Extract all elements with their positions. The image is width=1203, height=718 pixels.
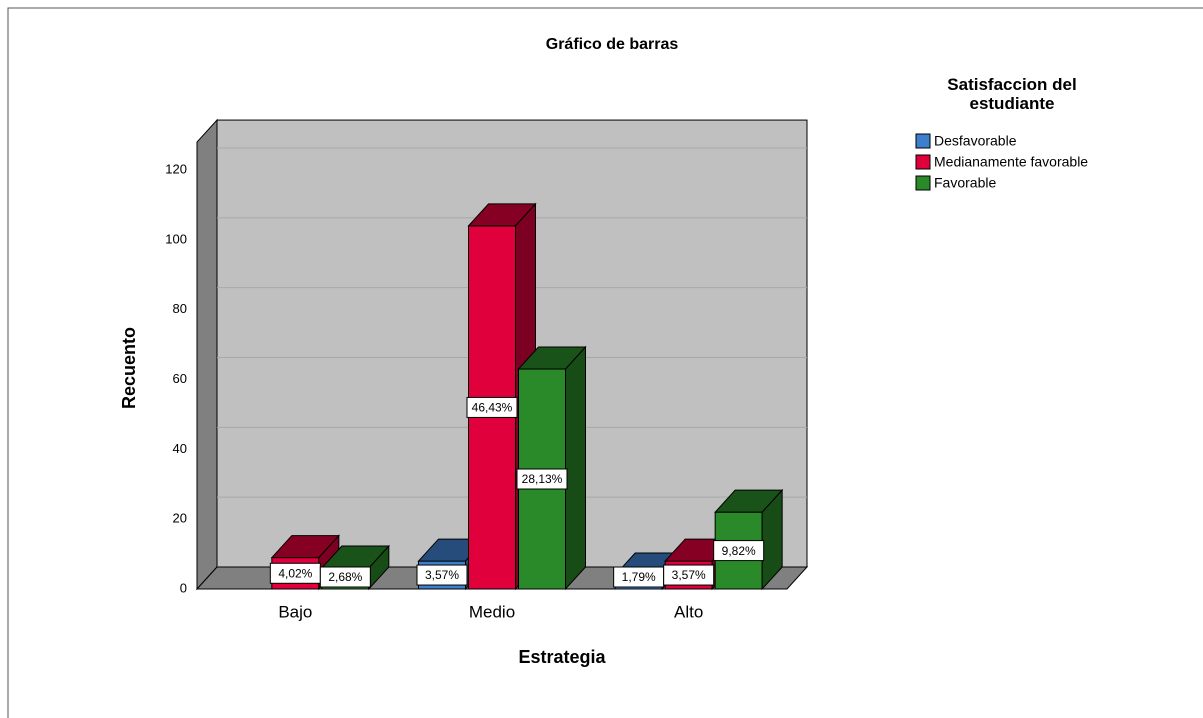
legend-label: Desfavorable (934, 133, 1017, 149)
y-tick-label: 80 (173, 301, 187, 316)
data-label: 9,82% (722, 544, 756, 558)
legend-swatch (915, 175, 931, 191)
data-label: 46,43% (472, 401, 513, 415)
data-label-box (466, 396, 518, 418)
y-tick-label: 20 (173, 511, 187, 526)
legend-label: Favorable (934, 175, 996, 191)
data-label-box (416, 564, 468, 586)
y-axis-title: Recuento (119, 327, 139, 409)
y-tick-label: 60 (173, 371, 187, 386)
y-tick-label: 40 (173, 441, 187, 456)
data-label: 3,57% (672, 568, 706, 582)
chart-title: Gráfico de barras (546, 36, 679, 53)
x-tick-label: Alto (674, 602, 703, 621)
x-tick-label: Medio (469, 602, 515, 621)
bar (714, 488, 784, 591)
data-label: 1,79% (622, 570, 656, 584)
legend-swatch (915, 154, 931, 170)
bar-side (565, 345, 586, 591)
data-label: 2,68% (328, 570, 362, 584)
bar-side (761, 488, 783, 591)
y-tick-label: 0 (180, 580, 187, 595)
x-tick-label: Bajo (278, 602, 312, 621)
y-tick-label: 120 (165, 161, 187, 176)
bar (517, 345, 587, 591)
data-label-box (516, 468, 568, 490)
data-label: 3,57% (425, 568, 459, 582)
data-label-box (713, 540, 765, 562)
left-wall (196, 118, 218, 591)
data-label-box (319, 566, 371, 588)
legend-label: Medianamente favorable (934, 154, 1088, 170)
data-label: 4,02% (278, 566, 312, 580)
y-tick-label: 100 (165, 231, 187, 246)
x-axis-title: Estrategia (518, 647, 606, 667)
data-label: 28,13% (522, 472, 563, 486)
data-label-box (663, 564, 715, 586)
legend-title: Satisfaccion del estudiante (947, 75, 1077, 113)
legend-swatch (915, 133, 931, 149)
